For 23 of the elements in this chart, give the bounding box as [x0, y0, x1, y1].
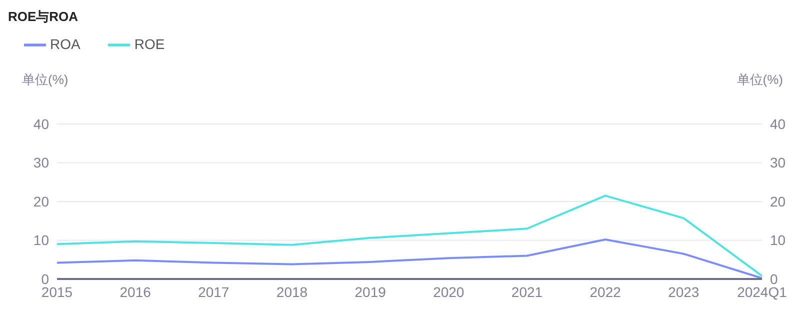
y-tick-label: 10	[33, 232, 50, 248]
x-tick-label: 2020	[433, 284, 464, 300]
legend-label: ROE	[134, 36, 165, 52]
y2-tick-label: 30	[770, 154, 786, 171]
x-tick-label: 2017	[198, 284, 230, 300]
x-tick-label: 2023	[668, 284, 700, 300]
x-tick-label: 2021	[511, 284, 543, 300]
x-tick-label: 2016	[120, 284, 152, 300]
y2-axis-title: 单位(%)	[736, 71, 783, 89]
y-axis-title: 单位(%)	[22, 71, 68, 89]
y-tick-label: 30	[33, 154, 50, 171]
y-tick-label: 40	[33, 116, 50, 132]
x-tick-label: 2022	[590, 284, 622, 300]
chart-title: ROE与ROA	[8, 8, 78, 26]
y2-tick-label: 20	[770, 193, 786, 210]
x-tick-label: 2018	[276, 284, 308, 300]
line-series	[57, 238, 762, 279]
legend-label: ROA	[50, 36, 80, 52]
y-tick-label: 20	[33, 193, 50, 210]
line-series	[57, 194, 762, 277]
y2-tick-label: 40	[770, 116, 786, 132]
y2-tick-label: 10	[770, 232, 786, 248]
x-tick-label: 2019	[354, 284, 386, 300]
